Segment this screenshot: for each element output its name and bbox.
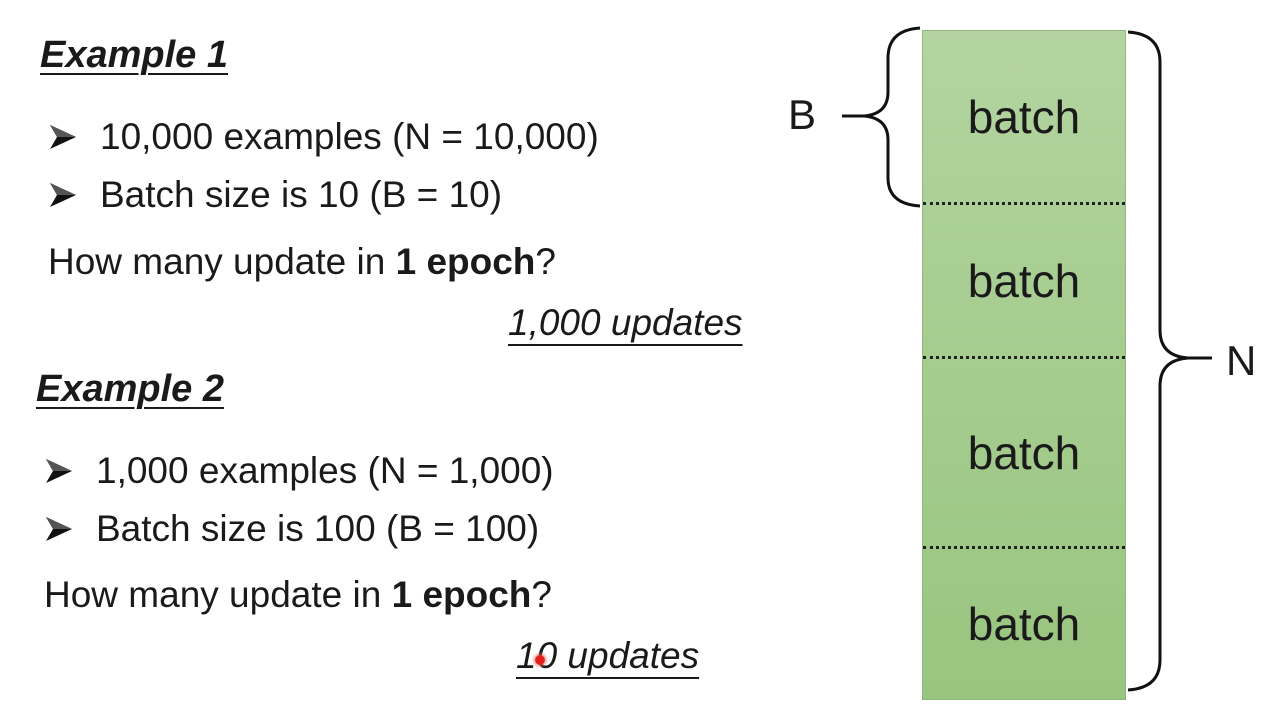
b-brace	[863, 26, 921, 208]
bullet-text: Batch size is 100 (B = 100)	[96, 508, 540, 549]
bullet-text: 1,000 examples (N = 1,000)	[96, 450, 554, 491]
example-1-answer: 1,000 updates	[508, 302, 743, 343]
example-1-bullet-1: 10,000 examples (N = 10,000)	[48, 118, 599, 155]
question-text: How many update in	[48, 241, 396, 282]
batch-block-3: batch	[967, 427, 1081, 479]
question-bold-text: 1 epoch	[395, 241, 536, 282]
b-label: B	[788, 91, 817, 138]
n-brace	[1127, 30, 1189, 692]
batch-block-1: batch	[967, 91, 1081, 143]
example-2-question: How many update in 1 epoch?	[44, 576, 552, 613]
question-mark: ?	[531, 574, 552, 615]
example-1-bullet-2: Batch size is 10 (B = 10)	[48, 176, 502, 213]
bullet-text: 10,000 examples (N = 10,000)	[100, 116, 599, 157]
example-1-title: Example 1	[40, 34, 228, 76]
question-mark: ?	[535, 241, 556, 282]
bullet-text: Batch size is 10 (B = 10)	[100, 174, 503, 215]
batch-separator	[923, 202, 1125, 205]
question-bold-text: 1 epoch	[391, 574, 532, 615]
example-2-title: Example 2	[36, 368, 224, 410]
question-text: How many update in	[44, 574, 392, 615]
example-2-bullet-2: Batch size is 100 (B = 100)	[44, 510, 539, 547]
dataset-column: batch batch batch batch	[922, 30, 1126, 700]
example-2-bullet-1: 1,000 examples (N = 1,000)	[44, 452, 554, 489]
arrowhead-bullet-icon	[50, 124, 76, 149]
arrowhead-bullet-icon	[46, 516, 72, 541]
batch-block-4: batch	[967, 598, 1081, 650]
example-1-question: How many update in 1 epoch?	[48, 243, 556, 280]
batch-separator	[923, 546, 1125, 549]
n-label: N	[1226, 337, 1257, 384]
arrowhead-bullet-icon	[46, 458, 72, 483]
batch-block-2: batch	[967, 255, 1081, 307]
laser-pointer-dot	[532, 652, 548, 668]
arrowhead-bullet-icon	[50, 182, 76, 207]
batch-separator	[923, 356, 1125, 359]
